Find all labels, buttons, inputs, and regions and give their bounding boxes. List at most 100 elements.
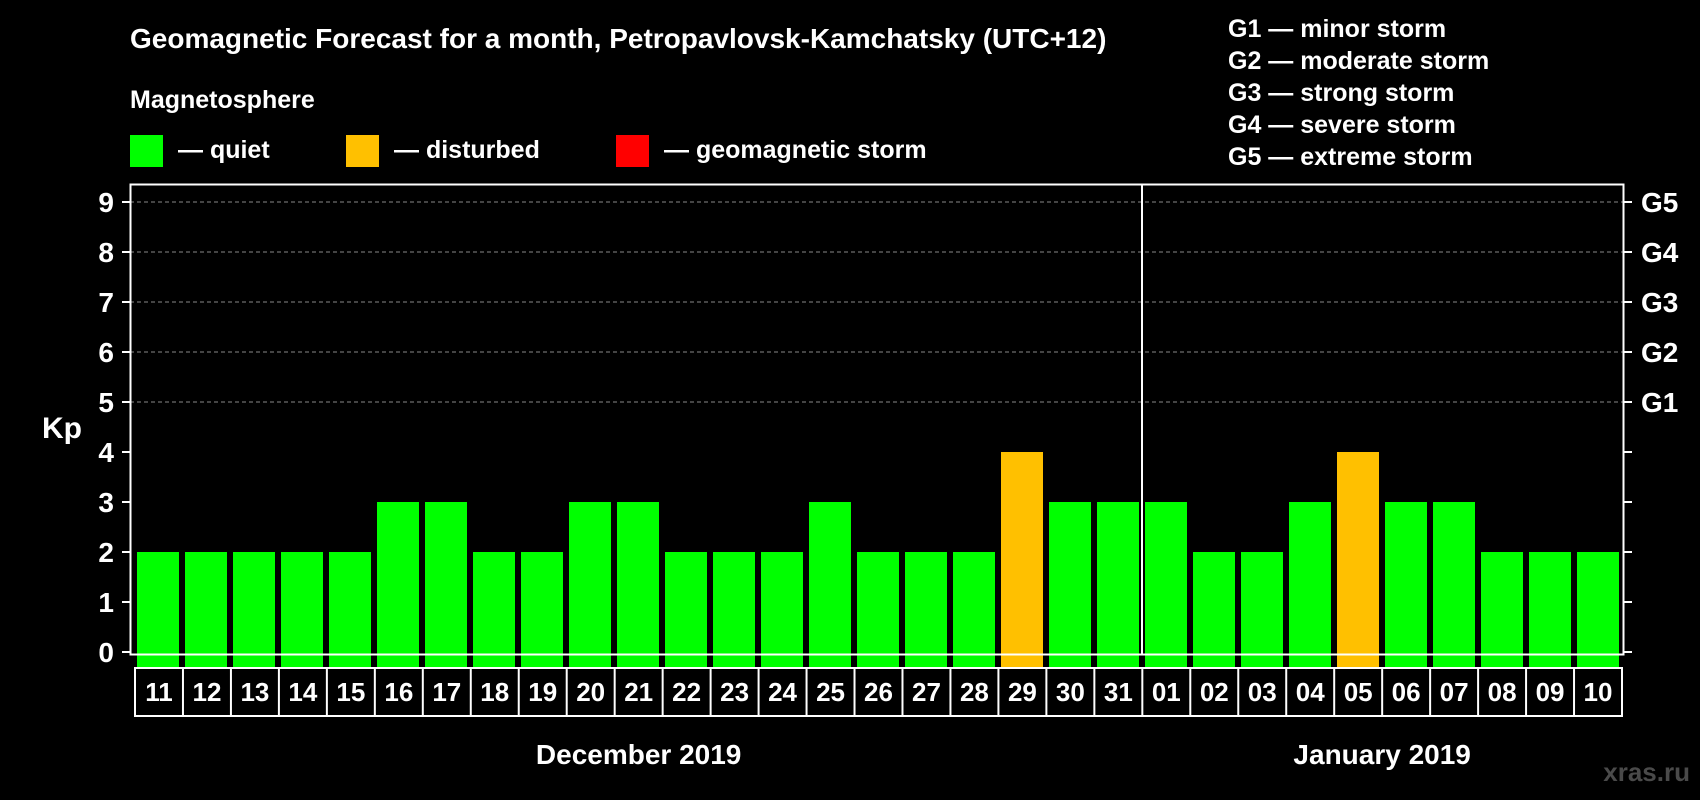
y-axis-left: 0 1 2 3 4 5 6 7 8 9 <box>98 187 130 668</box>
bar-08-28 <box>1481 552 1523 668</box>
x-tick-label-21: 21 <box>624 677 653 707</box>
x-tick-label-22: 22 <box>672 677 701 707</box>
x-tick-label-19: 19 <box>528 677 557 707</box>
x-tick-label-31: 31 <box>1104 677 1133 707</box>
bar-22-11 <box>665 552 707 668</box>
plot-frame <box>129 183 1625 656</box>
watermark: xras.ru <box>1603 757 1690 787</box>
x-tick-label-04: 04 <box>1296 677 1325 707</box>
legend-title: Magnetosphere <box>130 86 315 114</box>
x-tick-label-02: 02 <box>1200 677 1229 707</box>
y-tick-label-1: 1 <box>98 587 114 618</box>
bar-05-25 <box>1337 452 1379 668</box>
x-tick-label-11: 11 <box>145 677 173 707</box>
legend-label-0: — quiet <box>178 136 270 164</box>
x-tick-label-15: 15 <box>336 677 365 707</box>
legend-swatch-0 <box>130 135 163 167</box>
y-tick-label-6: 6 <box>98 337 114 368</box>
storm-level-text-3: G4 — severe storm <box>1228 111 1456 139</box>
legend-label-2: — geomagnetic storm <box>664 136 927 164</box>
right-tick-label-G5: G5 <box>1641 187 1678 218</box>
x-tick-label-13: 13 <box>240 677 269 707</box>
chart-title: Geomagnetic Forecast for a month, Petrop… <box>130 23 1106 54</box>
y-tick-label-3: 3 <box>98 487 114 518</box>
x-tick-label-05: 05 <box>1344 677 1373 707</box>
bar-01-21 <box>1145 502 1187 668</box>
x-tick-label-03: 03 <box>1248 677 1277 707</box>
bar-07-27 <box>1433 502 1475 668</box>
y-tick-label-7: 7 <box>98 287 114 318</box>
legend: — quiet — disturbed — geomagnetic storm <box>130 135 927 167</box>
x-tick-label-18: 18 <box>480 677 509 707</box>
y-tick-label-4: 4 <box>98 437 114 468</box>
bar-27-16 <box>905 552 947 668</box>
bar-21-10 <box>617 502 659 668</box>
month-label-1: January 2019 <box>1293 739 1470 770</box>
x-tick-label-06: 06 <box>1392 677 1421 707</box>
y-tick-label-9: 9 <box>98 187 114 218</box>
bar-14-3 <box>281 552 323 668</box>
storm-level-text-4: G5 — extreme storm <box>1228 143 1473 171</box>
y-axis-label: Kp <box>42 412 82 445</box>
bar-03-23 <box>1241 552 1283 668</box>
x-tick-label-10: 10 <box>1584 677 1613 707</box>
bar-29-18 <box>1001 452 1043 668</box>
x-tick-label-09: 09 <box>1536 677 1565 707</box>
bars <box>137 452 1619 668</box>
bar-12-1 <box>185 552 227 668</box>
x-tick-label-16: 16 <box>384 677 413 707</box>
bar-10-30 <box>1577 552 1619 668</box>
x-tick-label-26: 26 <box>864 677 893 707</box>
bar-18-7 <box>473 552 515 668</box>
y-tick-label-5: 5 <box>98 387 114 418</box>
x-axis-day-labels: 11 12 13 14 15 16 17 18 19 20 21 22 23 24 25 26 27 28 29 30… <box>134 667 1623 717</box>
x-tick-label-30: 30 <box>1056 677 1085 707</box>
x-tick-label-07: 07 <box>1440 677 1469 707</box>
y-tick-label-2: 2 <box>98 537 114 568</box>
bar-26-15 <box>857 552 899 668</box>
right-tick-label-G2: G2 <box>1641 337 1678 368</box>
storm-level-text-0: G1 — minor storm <box>1228 15 1446 43</box>
bar-28-17 <box>953 552 995 668</box>
x-tick-label-20: 20 <box>576 677 605 707</box>
legend-label-1: — disturbed <box>394 136 540 164</box>
month-labels: December 2019 January 2019 <box>536 739 1471 770</box>
legend-swatch-2 <box>616 135 649 167</box>
x-tick-label-28: 28 <box>960 677 989 707</box>
storm-level-list: G1 — minor storm G2 — moderate storm G3 — … <box>1228 15 1489 171</box>
bar-23-12 <box>713 552 755 668</box>
bar-17-6 <box>425 502 467 668</box>
legend-swatch-1 <box>346 135 379 167</box>
bar-09-29 <box>1529 552 1571 668</box>
y-axis-right: G1 G2 G3 G4 G5 <box>1624 187 1679 653</box>
storm-level-text-2: G3 — strong storm <box>1228 79 1454 107</box>
x-tick-label-25: 25 <box>816 677 845 707</box>
bar-16-5 <box>377 502 419 668</box>
right-tick-label-G4: G4 <box>1641 237 1679 268</box>
x-tick-label-08: 08 <box>1488 677 1517 707</box>
bar-02-22 <box>1193 552 1235 668</box>
y-tick-label-0: 0 <box>98 637 114 668</box>
x-label-frame <box>134 667 1623 717</box>
x-tick-label-23: 23 <box>720 677 749 707</box>
y-tick-label-8: 8 <box>98 237 114 268</box>
bar-30-19 <box>1049 502 1091 668</box>
month-label-0: December 2019 <box>536 739 741 770</box>
x-tick-label-14: 14 <box>288 677 317 707</box>
bar-11-0 <box>137 552 179 668</box>
bar-06-26 <box>1385 502 1427 668</box>
bar-19-8 <box>521 552 563 668</box>
right-tick-label-G1: G1 <box>1641 387 1678 418</box>
bar-24-13 <box>761 552 803 668</box>
x-tick-label-24: 24 <box>768 677 797 707</box>
grid-lines <box>130 201 1624 403</box>
x-tick-label-27: 27 <box>912 677 941 707</box>
bar-31-20 <box>1097 502 1139 668</box>
x-tick-label-01: 01 <box>1152 677 1181 707</box>
storm-level-text-1: G2 — moderate storm <box>1228 47 1489 75</box>
x-tick-label-17: 17 <box>432 677 461 707</box>
right-tick-label-G3: G3 <box>1641 287 1678 318</box>
bar-25-14 <box>809 502 851 668</box>
bar-04-24 <box>1289 502 1331 668</box>
